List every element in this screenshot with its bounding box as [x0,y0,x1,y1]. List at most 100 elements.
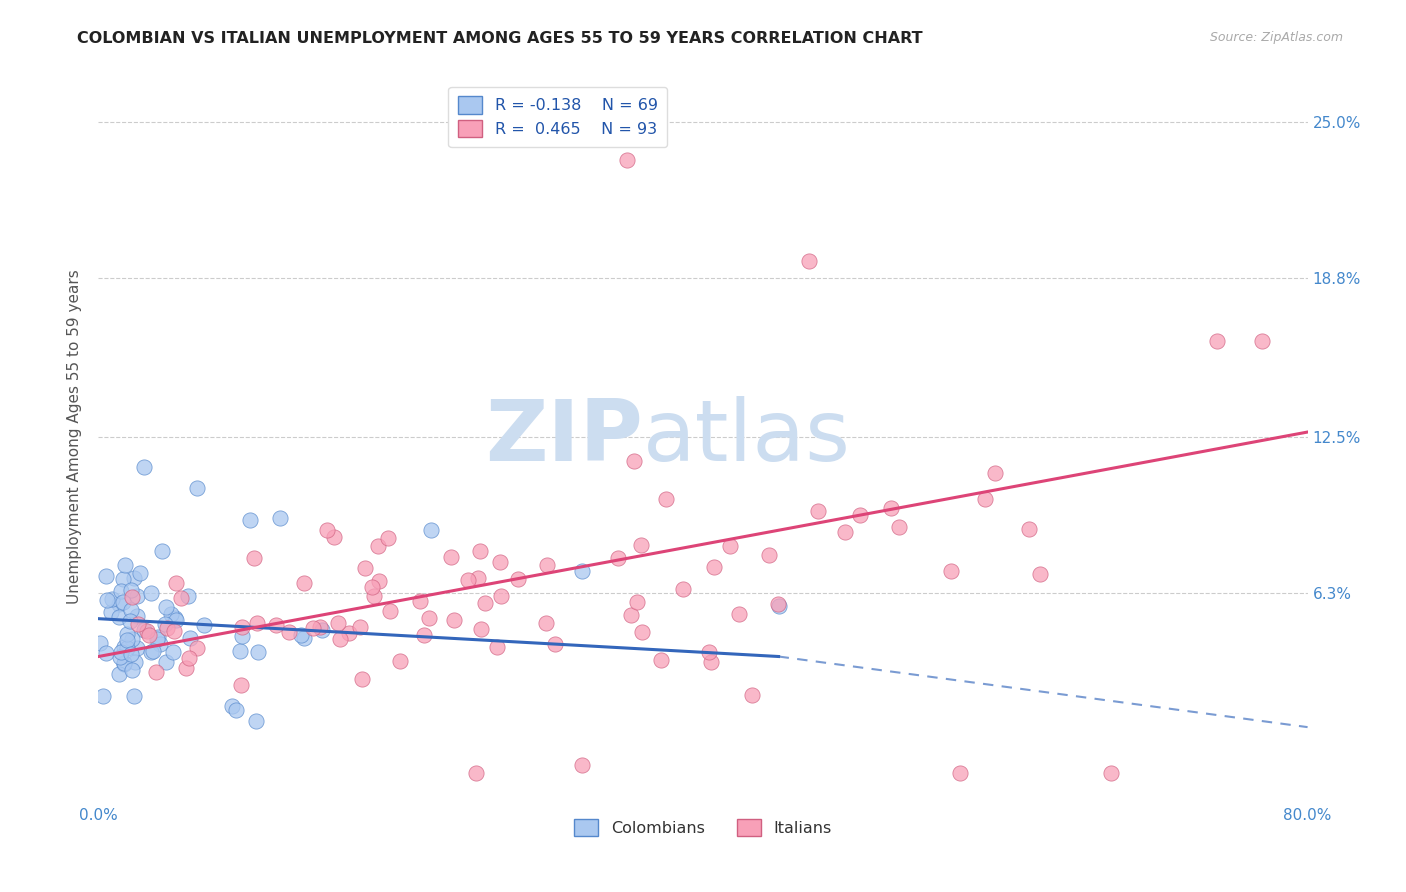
Point [111,572,134,586]
Point [120,614,142,628]
Point [489,555,512,569]
Point [350,672,373,686]
Point [145,665,167,679]
Text: ZIP: ZIP [485,395,643,479]
Point [301,621,323,635]
Point [110,583,132,598]
Point [117,641,139,656]
Text: Source: ZipAtlas.com: Source: ZipAtlas.com [1209,31,1343,45]
Point [388,654,411,668]
Point [165,613,187,627]
Point [413,628,436,642]
Point [122,689,145,703]
Point [121,632,143,647]
Point [162,645,184,659]
Point [337,625,360,640]
Point [363,589,385,603]
Point [758,548,780,562]
Point [700,655,723,669]
Point [193,617,215,632]
Point [887,520,910,534]
Point [120,647,142,661]
Point [243,550,266,565]
Point [797,253,820,268]
Point [323,530,346,544]
Point [177,589,200,603]
Point [269,510,291,524]
Point [231,629,253,643]
Point [630,538,652,552]
Point [231,619,253,633]
Point [107,610,129,624]
Point [146,632,169,646]
Point [309,620,332,634]
Point [155,600,177,615]
Point [949,765,972,780]
Point [115,627,138,641]
Point [367,574,389,588]
Point [132,460,155,475]
Point [467,570,489,584]
Point [290,628,312,642]
Point [108,597,131,611]
Point [443,613,465,627]
Point [163,624,186,638]
Point [125,590,148,604]
Point [420,524,443,538]
Point [160,607,183,622]
Point [246,616,269,631]
Point [316,523,339,537]
Point [974,491,997,506]
Point [163,610,186,624]
Point [485,640,508,654]
Point [89,636,111,650]
Point [176,661,198,675]
Point [718,539,741,553]
Point [703,559,725,574]
Point [474,596,496,610]
Point [626,595,648,609]
Point [124,656,146,670]
Point [544,637,567,651]
Point [616,153,638,167]
Point [768,599,790,613]
Point [655,492,678,507]
Point [225,703,247,717]
Point [631,625,654,640]
Point [1018,522,1040,536]
Point [377,531,399,545]
Point [1251,334,1274,349]
Point [112,656,135,670]
Text: COLOMBIAN VS ITALIAN UNEMPLOYMENT AMONG AGES 55 TO 59 YEARS CORRELATION CHART: COLOMBIAN VS ITALIAN UNEMPLOYMENT AMONG … [77,31,922,46]
Y-axis label: Unemployment Among Ages 55 to 59 years: Unemployment Among Ages 55 to 59 years [67,269,83,605]
Point [879,500,901,515]
Point [107,667,129,681]
Point [100,605,122,619]
Point [169,591,191,606]
Point [127,641,149,656]
Point [127,608,149,623]
Point [1029,567,1052,582]
Point [672,582,695,597]
Point [231,678,253,692]
Point [177,651,200,665]
Point [349,620,371,634]
Point [849,508,872,523]
Point [127,617,149,632]
Point [239,513,262,527]
Point [378,604,401,618]
Point [108,650,131,665]
Point [470,622,492,636]
Legend: Colombians, Italians: Colombians, Italians [565,809,841,846]
Point [360,580,382,594]
Point [311,624,333,638]
Point [807,504,830,518]
Point [120,603,142,617]
Point [165,576,187,591]
Point [100,591,122,606]
Point [623,454,645,468]
Point [536,616,558,631]
Point [768,597,790,611]
Point [156,621,179,635]
Point [650,653,672,667]
